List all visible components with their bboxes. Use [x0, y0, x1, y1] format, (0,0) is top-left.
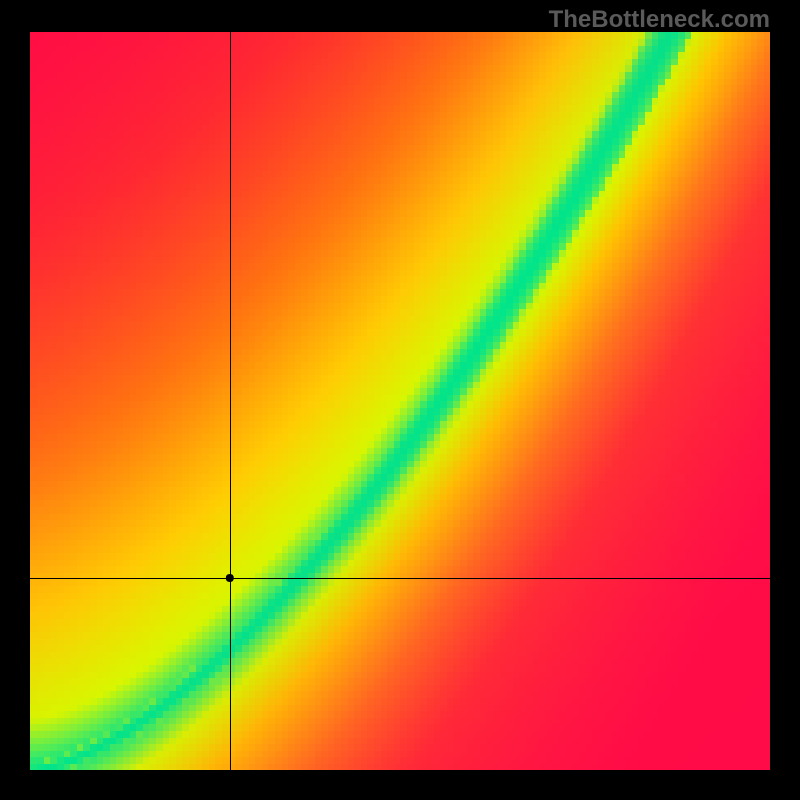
- watermark-text: TheBottleneck.com: [549, 6, 770, 34]
- bottleneck-heatmap: [0, 0, 800, 800]
